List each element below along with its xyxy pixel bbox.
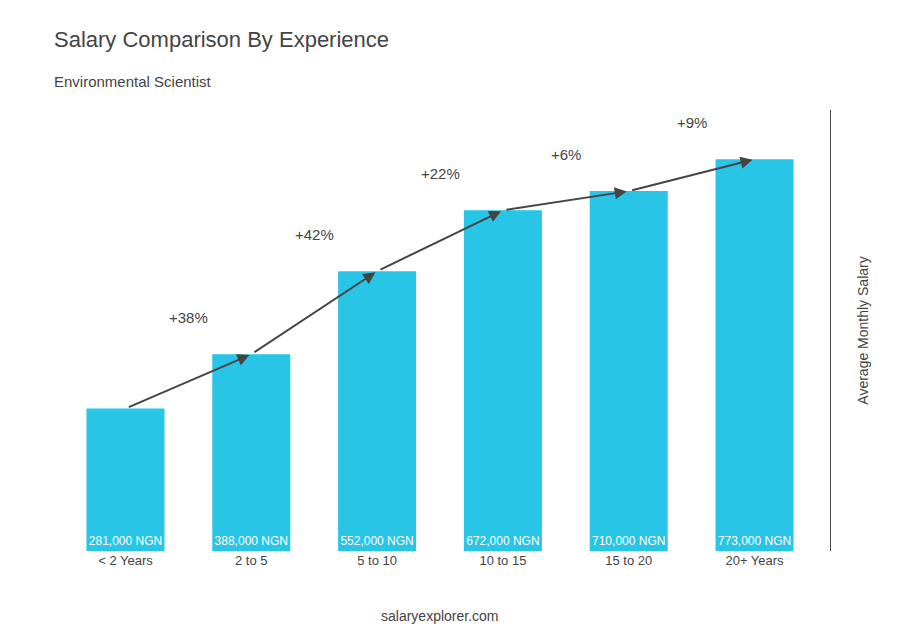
svg-text:< 2 Years: < 2 Years <box>98 553 153 568</box>
svg-text:salaryexplorer.com: salaryexplorer.com <box>381 608 499 624</box>
svg-text:+22%: +22% <box>421 165 460 182</box>
svg-text:Salary Comparison By Experienc: Salary Comparison By Experience <box>54 27 389 52</box>
svg-text:2 to 5: 2 to 5 <box>235 553 268 568</box>
svg-text:+9%: +9% <box>677 114 707 131</box>
svg-text:672,000 NGN: 672,000 NGN <box>466 534 539 548</box>
svg-text:+6%: +6% <box>551 146 581 163</box>
svg-text:Average Monthly Salary: Average Monthly Salary <box>855 256 871 404</box>
svg-text:+38%: +38% <box>169 309 208 326</box>
svg-text:773,000 NGN: 773,000 NGN <box>718 534 791 548</box>
svg-text:+42%: +42% <box>295 226 334 243</box>
svg-text:552,000 NGN: 552,000 NGN <box>340 534 413 548</box>
svg-text:Environmental Scientist: Environmental Scientist <box>54 73 212 90</box>
svg-text:5 to 10: 5 to 10 <box>357 553 397 568</box>
svg-text:281,000 NGN: 281,000 NGN <box>89 534 162 548</box>
svg-text:710,000 NGN: 710,000 NGN <box>592 534 665 548</box>
svg-text:388,000 NGN: 388,000 NGN <box>215 534 288 548</box>
svg-text:10 to 15: 10 to 15 <box>479 553 526 568</box>
svg-text:15 to 20: 15 to 20 <box>605 553 652 568</box>
svg-text:20+ Years: 20+ Years <box>725 553 784 568</box>
